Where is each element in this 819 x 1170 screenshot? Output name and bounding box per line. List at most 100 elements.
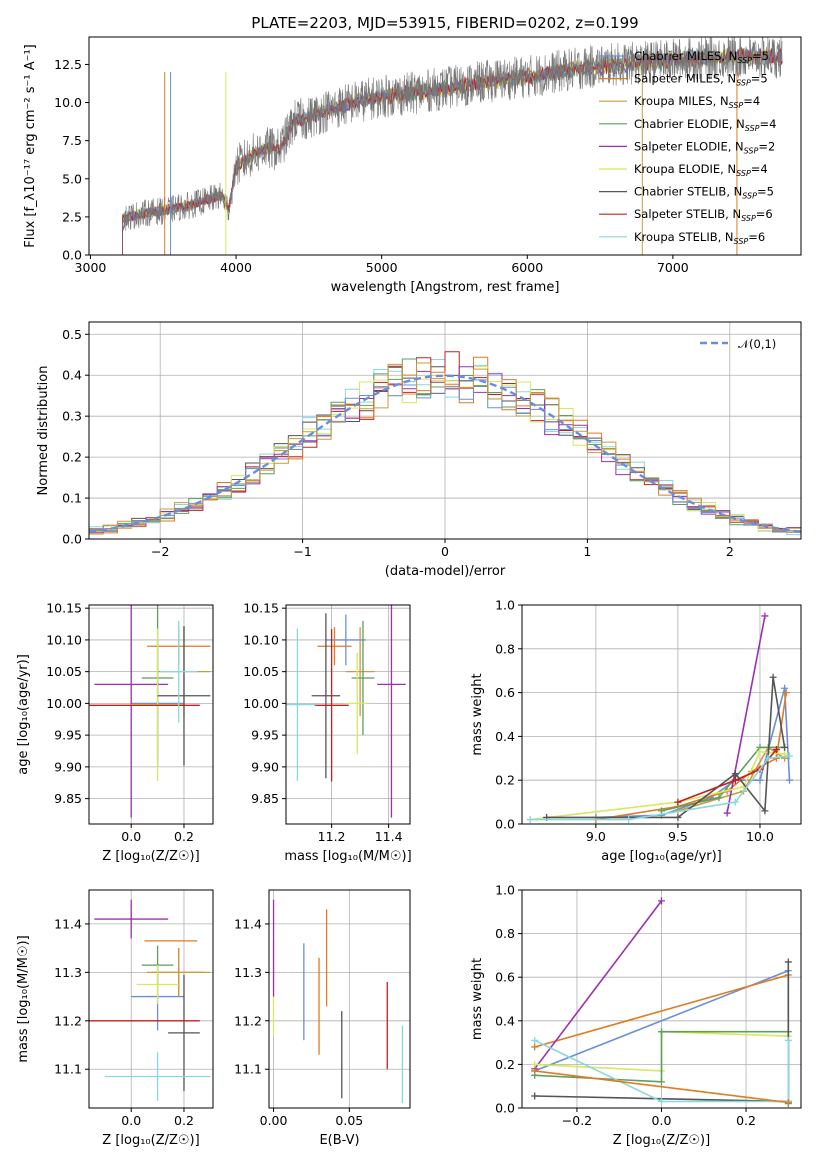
x-tick-label: 9.0 <box>586 829 606 844</box>
y-tick-label: 0.6 <box>495 685 515 700</box>
x-tick-label: −1 <box>293 544 311 559</box>
mass-weight-marker <box>658 1078 665 1086</box>
legend-text: Chabrier STELIB, N <box>634 185 742 199</box>
legend-label: Chabrier MILES, NSSP=5 <box>634 49 769 65</box>
panel-age_vs_Z: 0.0 0.2 9.85 9.90 9.95 10.00 10.05 10.10 10.15 Z … <box>16 601 214 864</box>
mass-weight-marker <box>761 807 769 815</box>
legend-text: Kroupa MILES, N <box>634 94 729 108</box>
y-tick-label: 0.0 <box>62 532 82 547</box>
mass-weight-marker <box>674 798 682 806</box>
x-axis-label: Z [log₁₀(Z/Z☉)] <box>102 1133 199 1148</box>
observed-spectrum-line <box>122 37 783 255</box>
plot-area <box>272 899 404 1104</box>
x-tick-label: 0.2 <box>174 1113 194 1128</box>
mass-weight-marker <box>531 1067 539 1075</box>
x-tick-label: 0 <box>441 544 449 559</box>
plot-area <box>89 605 211 818</box>
x-tick-label: −2 <box>151 544 169 559</box>
plot-area <box>531 897 792 1108</box>
y-tick-label: 10.0 <box>54 95 82 110</box>
legend-text: Salpeter STELIB, N <box>634 207 741 221</box>
mass-weight-marker <box>772 746 780 754</box>
legend-text: Chabrier MILES, N <box>634 49 737 63</box>
legend-text: =6 <box>748 230 765 244</box>
legend-subscript: SSP <box>736 79 751 88</box>
axes-frame <box>88 889 214 1109</box>
x-tick-label: 11.2 <box>318 829 346 844</box>
legend-text: =5 <box>751 72 768 86</box>
mass-weight-marker <box>784 958 792 966</box>
x-tick-label: 0.0 <box>652 1113 672 1128</box>
x-tick-label: −0.2 <box>562 1113 592 1128</box>
mass-weight-marker <box>756 748 764 756</box>
x-axis-label: age [log₁₀(age/yr)] <box>601 849 722 864</box>
mass-weight-line <box>546 677 786 819</box>
mass-weight-marker <box>526 816 534 824</box>
y-axis-label: mass weight <box>470 673 485 755</box>
x-axis-label: (data-model)/error <box>385 564 506 579</box>
mass-weight-marker <box>715 794 723 802</box>
y-tick-label: 11.3 <box>54 965 82 980</box>
y-tick-label: 0.2 <box>495 773 515 788</box>
mass-weight-line <box>534 900 663 1070</box>
mass-weight-line <box>534 1039 790 1103</box>
y-tick-label: 0.3 <box>62 409 82 424</box>
x-axis-label: Z [log₁₀(Z/Z☉)] <box>613 1133 710 1148</box>
y-tick-label: 11.4 <box>54 916 82 931</box>
mass-weight-line <box>534 1070 789 1104</box>
mass-weight-marker <box>786 776 794 784</box>
legend-label: 𝒩(0,1) <box>738 337 776 351</box>
y-tick-label: 0.8 <box>495 926 515 941</box>
axes-frame <box>285 604 411 825</box>
y-tick-label: 10.10 <box>243 632 279 647</box>
legend-subscript: SSP <box>736 169 751 178</box>
y-tick-label: 0.2 <box>495 1057 515 1072</box>
y-tick-label: 10.05 <box>46 664 82 679</box>
legend-label: Kroupa ELODIE, NSSP=4 <box>634 162 768 178</box>
y-axis-label: mass weight <box>470 958 485 1040</box>
chart-title: PLATE=2203, MJD=53915, FIBERID=0202, z=0… <box>251 14 638 32</box>
panel-spectrum: 3000 4000 5000 6000 7000 0.0 2.5 5.0 7.5 10.0 12.5… <box>23 36 802 295</box>
plot-area <box>526 612 794 824</box>
y-tick-label: 10.05 <box>243 664 279 679</box>
mass-weight-line <box>534 974 789 1048</box>
legend-text: Kroupa ELODIE, N <box>634 162 736 176</box>
y-tick-label: 5.0 <box>62 171 82 186</box>
mass-weight-marker <box>756 776 764 784</box>
y-tick-label: 10.15 <box>243 601 279 616</box>
y-tick-label: 11.1 <box>234 1062 262 1077</box>
legend-text: =6 <box>756 207 773 221</box>
y-tick-label: 10.15 <box>46 601 82 616</box>
y-tick-label: 10.00 <box>243 696 279 711</box>
y-tick-label: 10.00 <box>46 696 82 711</box>
mass-weight-marker <box>781 684 789 692</box>
panel-mass_vs_Z: 0.0 0.2 11.1 11.2 11.3 11.4 Z [log₁₀(Z/Z☉)] mas… <box>16 889 214 1148</box>
mass-weight-marker <box>764 754 772 762</box>
legend-label: Kroupa STELIB, NSSP=6 <box>634 230 765 246</box>
panel-mass_vs_EBV: 0.00 0.05 11.1 11.2 11.3 11.4 E(B-V) <box>234 889 411 1148</box>
x-tick-label: 0.00 <box>260 1113 288 1128</box>
legend-subscript: SSP <box>744 146 759 155</box>
y-tick-label: 0.1 <box>62 491 82 506</box>
legend-subscript: SSP <box>729 101 744 110</box>
axes-frame <box>88 604 214 825</box>
mass-weight-marker <box>761 612 769 620</box>
mass-weight-marker <box>731 798 739 806</box>
legend-text: =2 <box>758 139 775 153</box>
y-tick-label: 11.2 <box>234 1013 262 1028</box>
y-tick-label: 9.90 <box>251 759 279 774</box>
mass-weight-marker <box>723 809 731 817</box>
y-tick-label: 12.5 <box>54 57 82 72</box>
axes-frame <box>88 321 802 540</box>
plot-area <box>286 605 406 818</box>
legend-text: Salpeter ELODIE, N <box>634 139 744 153</box>
panel-residuals: −2 −1 0 1 2 0.0 0.1 0.2 0.3 0.4 0.5 (data-model)/er… <box>36 321 802 579</box>
normal-curve <box>89 374 801 533</box>
y-tick-label: 2.5 <box>62 209 82 224</box>
mass-weight-marker <box>658 807 665 815</box>
legend-subscript: SSP <box>741 214 756 223</box>
legend-label: Salpeter STELIB, NSSP=6 <box>634 207 773 223</box>
mass-weight-marker <box>784 1036 792 1044</box>
x-axis-label: E(B-V) <box>319 1133 359 1148</box>
